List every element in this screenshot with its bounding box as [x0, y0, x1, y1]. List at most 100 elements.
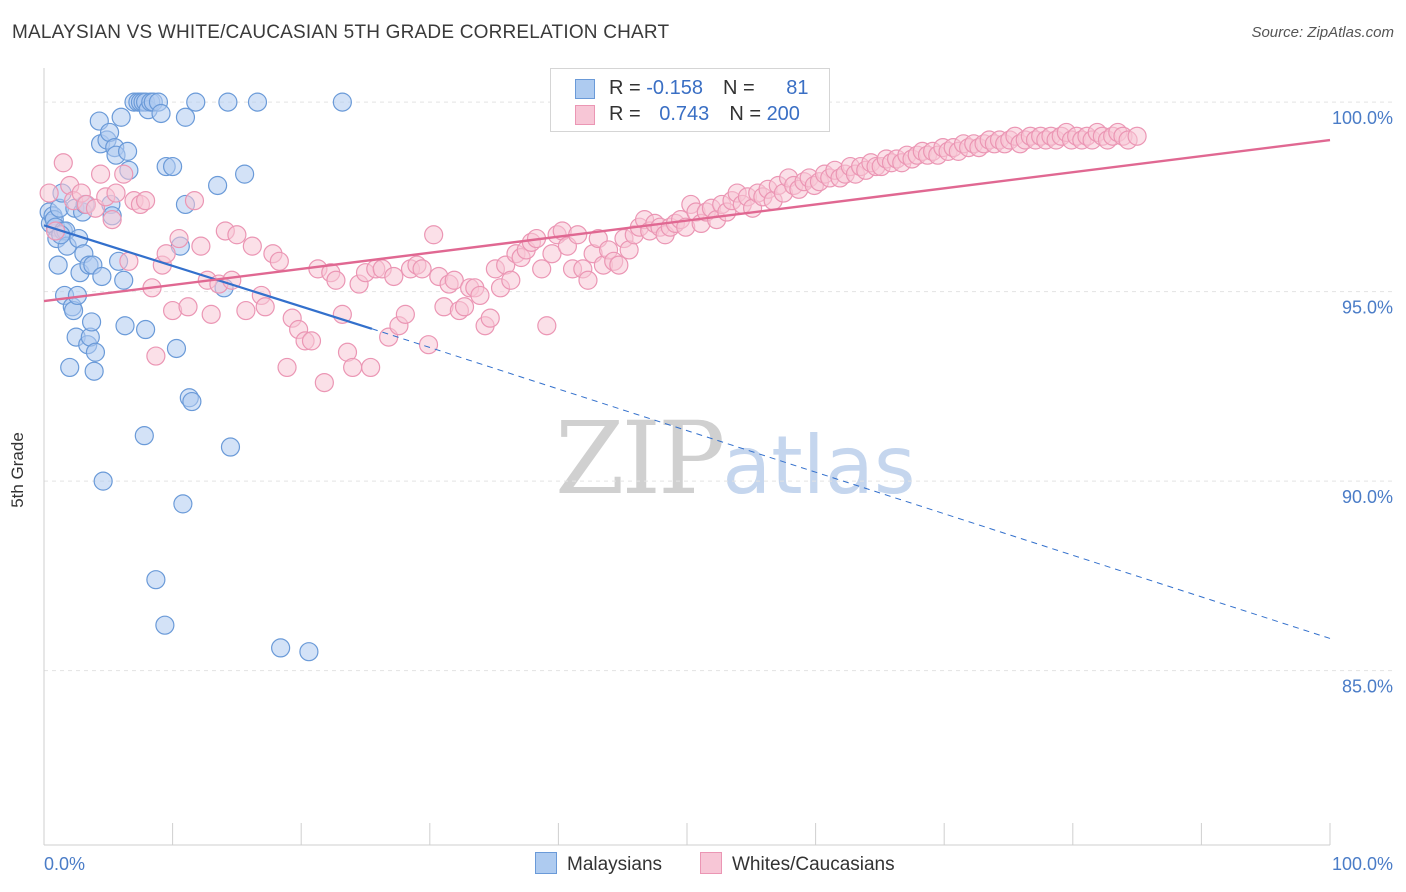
legend: R = -0.158 N = 81 R = 0.743 N = 200: [550, 68, 830, 132]
white-caucasian-point: [178, 297, 198, 317]
trend-lines: [43, 138, 1331, 639]
white-caucasian-point: [424, 225, 444, 245]
white-caucasian-point: [39, 183, 59, 203]
bottom-legend-whites: Whites/Caucasians: [700, 852, 895, 876]
white-caucasian-point: [480, 308, 500, 328]
malaysian-point: [186, 92, 206, 112]
bottom-legend-swatch-blue: [535, 852, 557, 874]
malaysian-point: [332, 92, 352, 112]
white-caucasian-point: [146, 346, 166, 366]
white-caucasian-point: [384, 266, 404, 287]
white-caucasian-point: [314, 372, 334, 393]
malaysian-trend-extension: [371, 328, 1331, 639]
y-tick-label: 85.0%: [1342, 677, 1393, 697]
white-caucasian-point: [269, 251, 289, 271]
malaysian-point: [114, 270, 134, 290]
malaysian-point: [134, 426, 154, 446]
malaysian-point: [92, 266, 112, 287]
malaysian-point: [115, 316, 135, 336]
white-caucasian-point: [470, 285, 490, 306]
malaysian-point: [220, 437, 241, 457]
axes: [43, 68, 1331, 846]
malaysian-point: [299, 642, 319, 662]
white-caucasian-point: [169, 228, 189, 249]
white-caucasian-point: [326, 270, 346, 290]
white-caucasian-point: [255, 297, 275, 317]
white-caucasian-point: [395, 304, 415, 324]
legend-text: R = -0.158 N = 81: [609, 77, 808, 100]
y-tick-label: 95.0%: [1342, 298, 1393, 318]
white-caucasian-point: [609, 255, 629, 275]
malaysian-point: [175, 107, 196, 127]
white-caucasian-point: [135, 191, 156, 211]
malaysian-point: [81, 312, 102, 332]
white-caucasian-point: [156, 244, 176, 264]
white-caucasian-point: [277, 357, 297, 378]
legend-r-value: -0.158: [646, 77, 703, 99]
white-caucasian-point: [201, 304, 221, 324]
malaysian-point: [271, 638, 291, 658]
white-caucasian-point: [222, 270, 242, 290]
white-caucasian-point: [537, 316, 557, 336]
white-caucasian-point: [412, 259, 432, 279]
malaysian-point: [247, 92, 268, 112]
y-tick-label: 90.0%: [1342, 487, 1393, 507]
white-caucasian-point: [191, 236, 211, 256]
legend-n-label: N =: [722, 77, 761, 99]
white-caucasian-point: [532, 259, 552, 279]
malaysian-point: [135, 319, 156, 340]
white-caucasian-point: [343, 357, 363, 378]
white-caucasian-point: [236, 300, 256, 321]
legend-n-value: 200: [766, 103, 800, 125]
legend-r-value: 0.743: [659, 103, 710, 125]
white-caucasian-trend-line: [43, 138, 1331, 303]
malaysian-point: [84, 361, 104, 381]
source-label: Source: ZipAtlas.com: [1251, 24, 1394, 41]
malaysian-point: [111, 107, 131, 127]
white-caucasian-point: [542, 244, 562, 264]
malaysian-point: [85, 342, 106, 362]
watermark-atlas: atlas: [722, 419, 916, 512]
white-caucasian-point: [578, 270, 598, 290]
legend-n-label: N =: [729, 103, 767, 125]
legend-swatch-blue: [575, 79, 595, 99]
malaysian-point: [117, 141, 138, 161]
white-caucasian-point: [444, 270, 464, 290]
bottom-legend-label: Malaysians: [567, 854, 663, 875]
bottom-legend-swatch-pink: [700, 852, 722, 874]
white-caucasian-point: [1127, 126, 1147, 146]
chart-title: MALAYSIAN VS WHITE/CAUCASIAN 5TH GRADE C…: [12, 22, 670, 43]
malaysian-point: [166, 338, 187, 359]
white-caucasian-point: [53, 153, 73, 173]
white-caucasian-point: [90, 164, 111, 184]
watermark: ZIPatlas: [555, 400, 916, 517]
white-caucasian-point: [106, 183, 126, 203]
legend-n-value: 81: [786, 77, 809, 99]
malaysian-point: [218, 92, 238, 112]
malaysian-point: [208, 175, 228, 196]
bottom-legend-label: Whites/Caucasians: [732, 854, 895, 875]
series-malaysians: [39, 92, 352, 662]
malaysian-trend-line: [43, 224, 373, 330]
legend-swatch-pink: [575, 105, 595, 125]
malaysian-point: [163, 156, 183, 177]
white-caucasian-point: [242, 236, 262, 256]
malaysian-point: [48, 255, 68, 275]
malaysian-point: [146, 570, 166, 590]
white-caucasian-point: [418, 335, 439, 355]
white-caucasian-point: [361, 357, 381, 378]
malaysian-point: [235, 164, 255, 184]
y-tick-label: 100.0%: [1332, 108, 1393, 128]
series-whites: [39, 122, 1147, 393]
malaysian-point: [93, 471, 113, 491]
grid-lines: [44, 101, 1396, 672]
malaysian-point: [173, 494, 193, 514]
white-caucasian-point: [301, 331, 322, 351]
white-caucasian-point: [102, 210, 122, 230]
white-caucasian-point: [454, 297, 475, 317]
tick-labels: 100.0% 95.0% 90.0% 85.0% 0.0% 100.0%: [44, 108, 1393, 874]
legend-r-label: R =: [609, 103, 647, 125]
white-caucasian-point: [114, 164, 134, 184]
bottom-legend-malaysians: Malaysians: [535, 852, 662, 876]
watermark-zip: ZIP: [555, 400, 725, 517]
